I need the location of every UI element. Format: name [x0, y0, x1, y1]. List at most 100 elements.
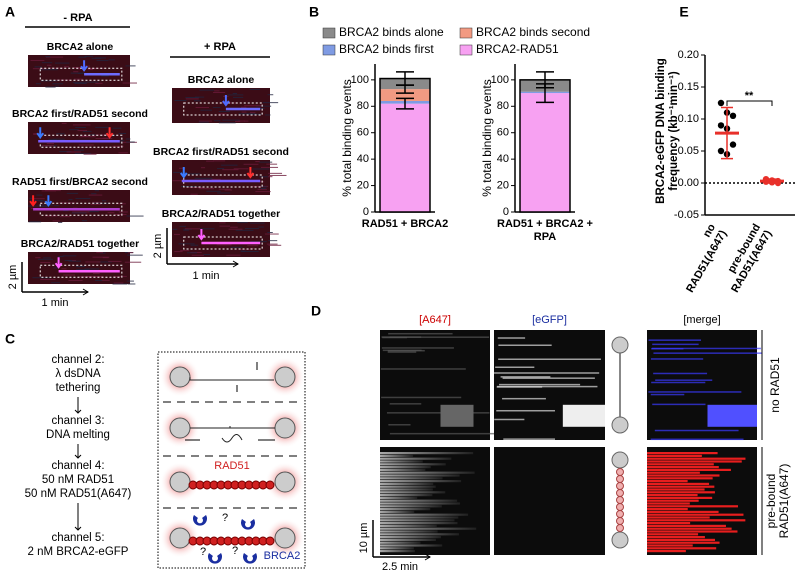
panel-label: A [5, 4, 15, 20]
track [380, 547, 414, 550]
track [380, 544, 443, 547]
bead [274, 417, 296, 439]
noise [53, 205, 60, 207]
kymo-title: BRCA2/RAD51 together [21, 238, 139, 250]
y-tick-label: 0.05 [678, 145, 699, 157]
step-text: channel 2: [51, 354, 104, 366]
track [380, 536, 441, 539]
noise [45, 56, 51, 58]
noise [64, 260, 73, 262]
noise [72, 81, 84, 83]
rad51 [616, 496, 624, 504]
track [498, 344, 552, 347]
noise [63, 66, 69, 68]
sd-bar [766, 178, 778, 184]
bead [611, 336, 629, 354]
sd-bar [721, 106, 733, 160]
panel-label: E [679, 4, 688, 20]
arrow-head [74, 526, 82, 531]
noise [69, 129, 79, 131]
bright [440, 404, 474, 427]
noise [41, 145, 54, 147]
noise [88, 194, 103, 196]
noise [40, 261, 51, 263]
track [647, 516, 710, 519]
arrow-head [424, 553, 431, 561]
track [387, 349, 425, 352]
track [380, 485, 436, 488]
arrow [179, 167, 188, 179]
noise [116, 203, 126, 205]
noise [232, 96, 244, 98]
noise [228, 228, 243, 230]
noise [126, 215, 144, 217]
kymo-title: BRCA2 alone [188, 74, 255, 86]
diagram-label: RAD51 [214, 460, 249, 472]
track [380, 541, 421, 544]
track [647, 488, 705, 491]
y-tick-label: 40 [357, 153, 369, 165]
kymograph [28, 122, 130, 154]
noise [112, 145, 124, 147]
track [647, 457, 746, 460]
noise [125, 138, 131, 140]
y-tick-label: 80 [357, 100, 369, 112]
noise [75, 266, 86, 268]
y-tick-label: 60 [497, 127, 509, 139]
y-tick-label: 40 [497, 153, 509, 165]
track [380, 530, 438, 533]
noise [268, 240, 278, 242]
dna-region [183, 102, 263, 116]
noise [112, 127, 122, 129]
noise [70, 72, 85, 74]
track [654, 429, 739, 432]
noise [38, 204, 54, 206]
noise [55, 79, 72, 81]
noise [63, 274, 76, 276]
legend-swatch [322, 27, 336, 39]
noise [218, 188, 231, 190]
legend-entry: BRCA2 binds first [339, 42, 434, 56]
noise [58, 221, 63, 223]
noise [46, 143, 55, 145]
track [647, 547, 717, 550]
noise [127, 252, 134, 254]
noise [34, 66, 42, 68]
step-text: 2 nM BRCA2-eGFP [28, 546, 129, 558]
noise [101, 200, 107, 202]
track [647, 550, 686, 553]
noise [249, 222, 265, 224]
noise [78, 56, 87, 58]
track [647, 533, 699, 536]
noise [206, 190, 221, 192]
noise [84, 55, 94, 57]
track [386, 412, 490, 414]
noise [71, 212, 87, 214]
y-tick-label: 0 [503, 206, 509, 218]
track [648, 391, 742, 393]
track [388, 332, 453, 335]
dna-region [39, 67, 123, 81]
track [651, 381, 706, 384]
track [647, 454, 702, 457]
noise [51, 282, 61, 284]
noise [72, 67, 85, 69]
track [388, 424, 411, 426]
rad51 [616, 510, 624, 518]
noise [53, 267, 59, 269]
noise [73, 149, 85, 151]
panel-label: C [5, 331, 15, 347]
noise [28, 221, 42, 223]
noise [85, 261, 101, 263]
noise [41, 62, 53, 64]
noise [40, 69, 58, 71]
y-tick-label: 60 [357, 127, 369, 139]
track [496, 409, 555, 412]
track [380, 460, 423, 463]
noise [125, 65, 136, 67]
noise [269, 174, 287, 176]
data-point [717, 147, 725, 155]
noise [238, 120, 245, 122]
scale-label: 10 µm [358, 523, 370, 554]
data-point [729, 112, 737, 120]
